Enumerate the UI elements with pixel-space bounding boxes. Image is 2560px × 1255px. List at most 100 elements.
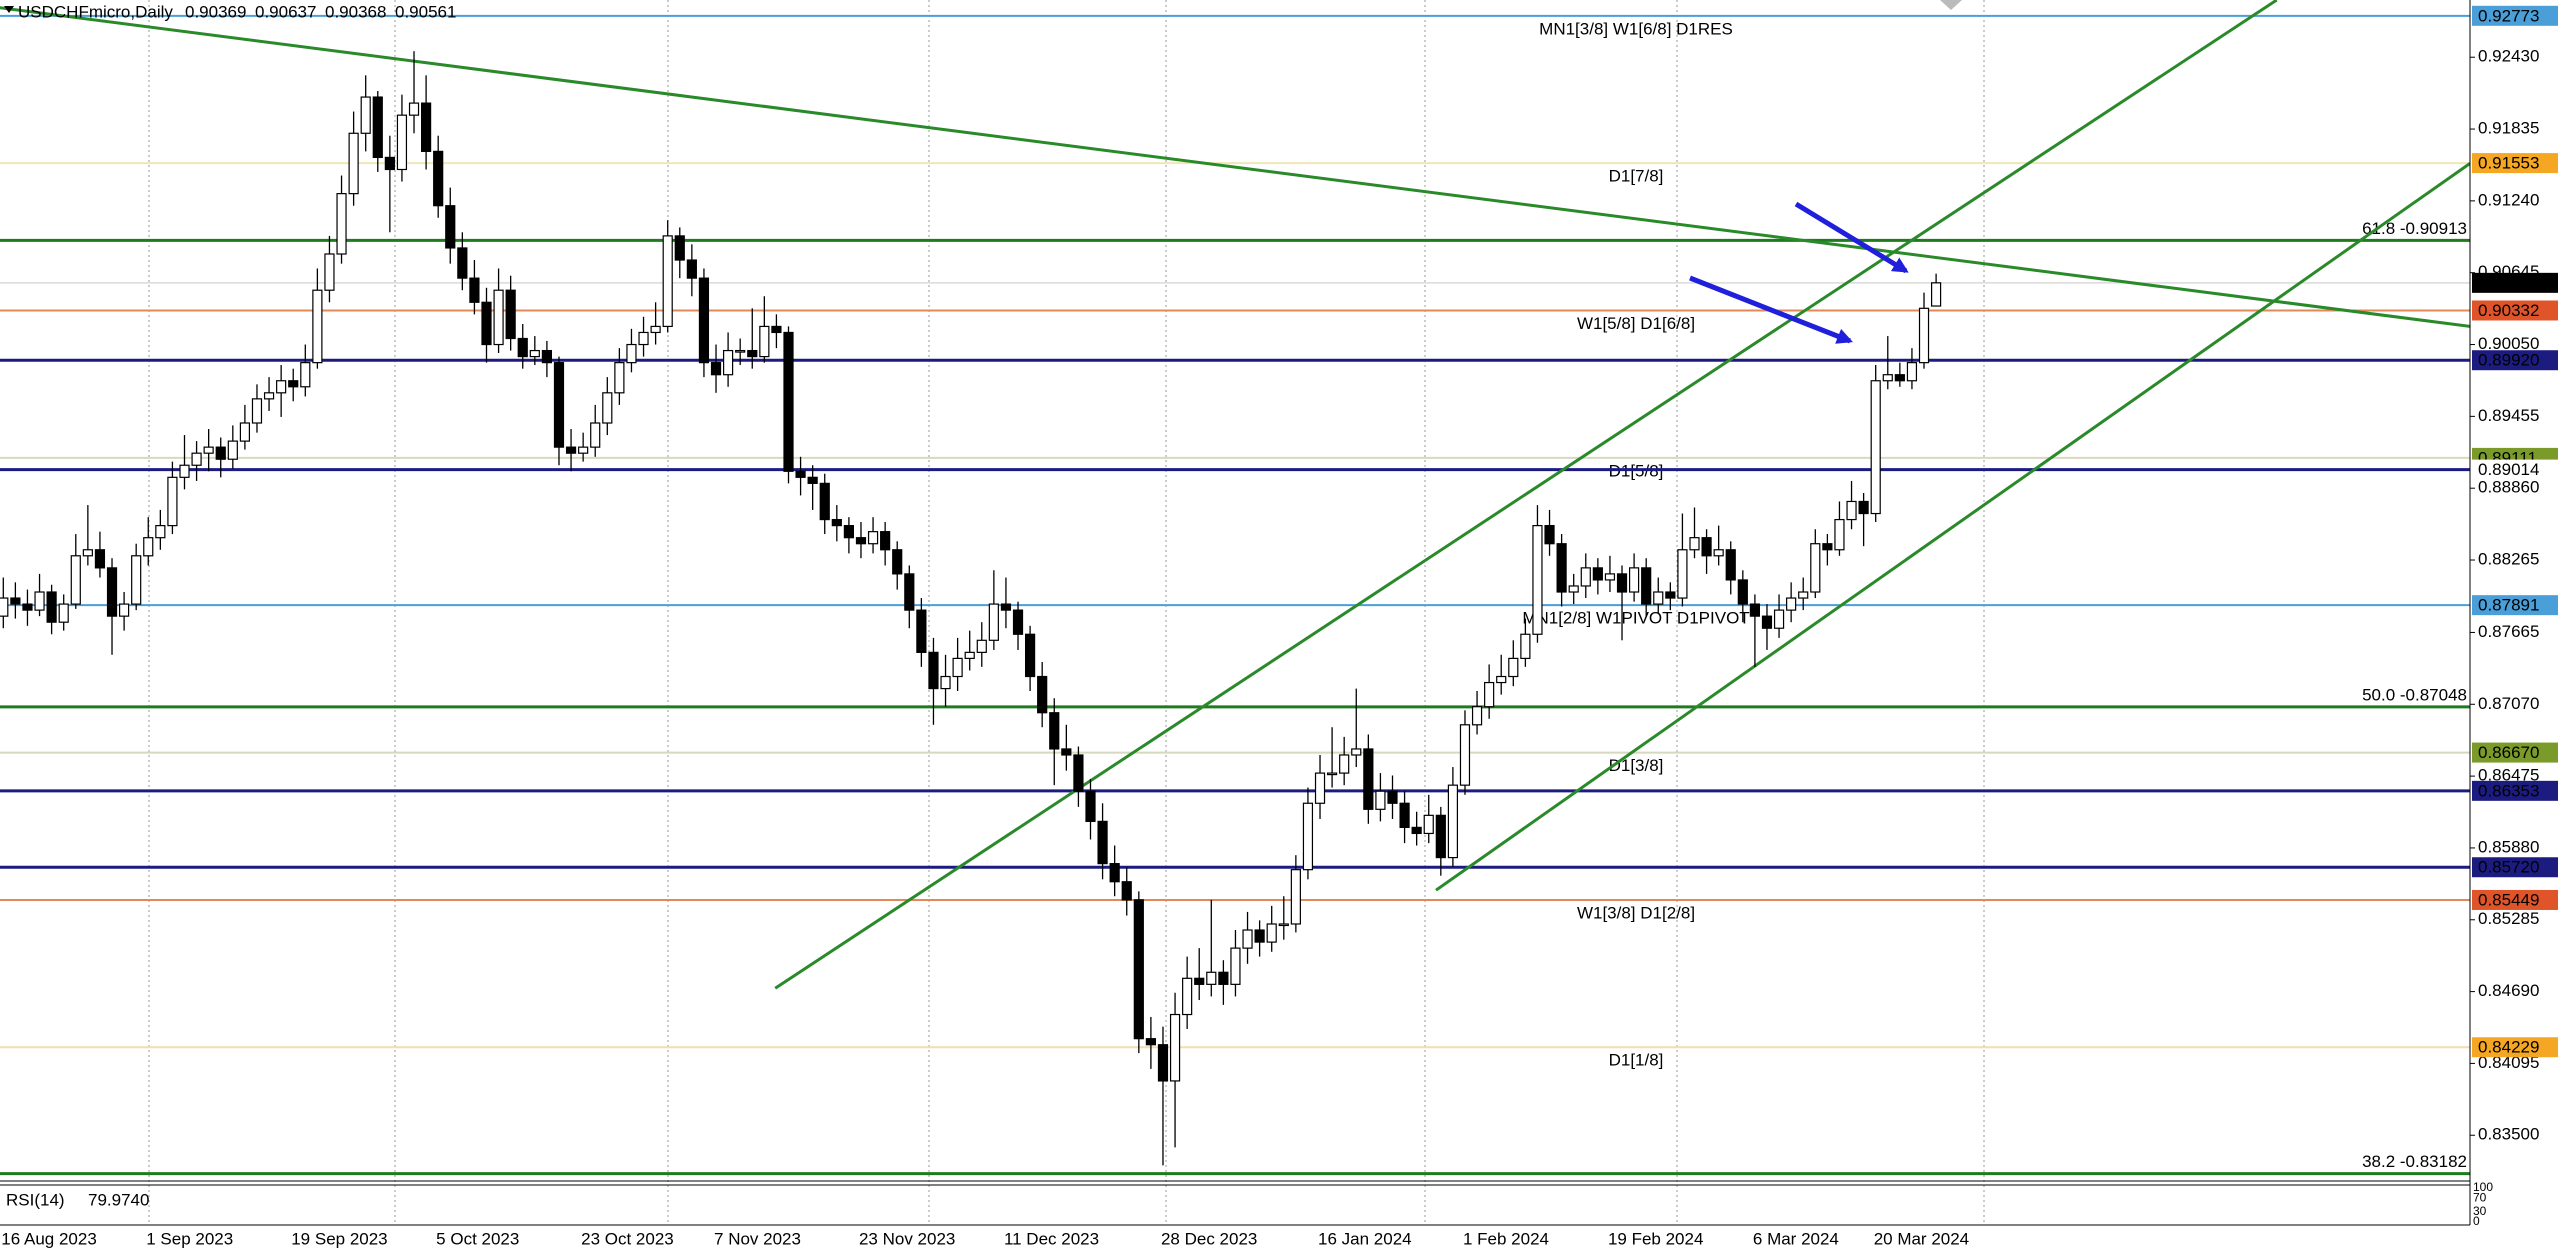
candle-body	[1411, 826, 1422, 835]
rsi-tick-label: 0	[2473, 1214, 2480, 1228]
rsi-tick-label: 100	[2473, 1180, 2493, 1194]
candle-body	[1133, 899, 1144, 1040]
y-tick-label: 0.91835	[2478, 119, 2539, 138]
plot: MN1[3/8] W1[6/8] D1RES D1[7/8] W1[5/8] D1[…	[0, 0, 2470, 1176]
candle-body	[1230, 947, 1241, 985]
fib-text: 50.0 -0.87048	[2362, 685, 2467, 704]
candle-body	[928, 651, 939, 690]
level-tag-text: 0.91553	[2478, 154, 2539, 173]
level-tag: 0.86670	[2472, 742, 2558, 763]
y-tick-label: 0.88265	[2478, 550, 2539, 569]
candle-body	[1580, 567, 1591, 587]
level-tag-bg	[2472, 595, 2558, 616]
close-value: 0.90561	[395, 2, 456, 21]
arrow	[1794, 201, 1909, 274]
y-tick-label: 0.83500	[2478, 1125, 2539, 1144]
candle-body	[1822, 543, 1833, 551]
candle-body	[1206, 971, 1217, 985]
candle-body	[0, 597, 9, 617]
candle-body	[662, 235, 673, 328]
candle-body	[46, 591, 57, 623]
trendline	[1435, 162, 2470, 892]
current-price-tag-bg	[2472, 272, 2558, 293]
candle-body	[288, 380, 299, 388]
level-text: D1[7/8]	[1609, 167, 1664, 186]
y-tick-label: 0.91240	[2478, 190, 2539, 209]
x-tick-label: 5 Oct 2023	[436, 1229, 519, 1248]
candle-body	[1641, 567, 1652, 605]
level-tag: 0.84229	[2472, 1037, 2558, 1058]
candle-body	[747, 349, 758, 358]
x-tick-label: 6 Mar 2024	[1753, 1229, 1839, 1248]
candle-body	[505, 289, 516, 340]
level-tag-text: 0.90332	[2478, 301, 2539, 320]
candle-body	[964, 651, 975, 660]
candle-body	[916, 609, 927, 653]
candle-body	[759, 325, 770, 358]
candle-body	[819, 482, 830, 521]
fib-text: 38.2 -0.83182	[2362, 1152, 2467, 1171]
candle-body	[1520, 633, 1531, 660]
candle-body	[1399, 802, 1410, 829]
candle-body	[384, 156, 395, 171]
candle-body	[1218, 971, 1229, 985]
candle-body	[1834, 518, 1845, 551]
level-tag-bg	[2472, 459, 2558, 480]
level-tag-text: 0.89014	[2478, 460, 2539, 479]
candle-body	[1109, 863, 1120, 883]
candle-body	[614, 362, 625, 394]
level-tag-text: 0.86670	[2478, 743, 2539, 762]
level-tag: 0.92773	[2472, 5, 2558, 26]
fib-text: 61.8 -0.90913	[2362, 219, 2467, 238]
candle-body	[1363, 748, 1374, 810]
candle-body	[1024, 633, 1036, 678]
candle-body	[1882, 374, 1893, 382]
level-tag-text: 0.84229	[2478, 1038, 2539, 1057]
level-tag-bg	[2472, 153, 2558, 174]
candle-body	[529, 349, 540, 358]
level-tag-bg	[2472, 889, 2558, 910]
candle-body	[1061, 748, 1072, 756]
candle-body	[1604, 573, 1616, 581]
candle-body	[1786, 597, 1797, 611]
candle-body	[1194, 977, 1205, 985]
level-tag-text: 0.85449	[2478, 890, 2539, 909]
candle-body	[1242, 929, 1253, 949]
level-tag-bg	[2472, 300, 2558, 321]
candle-body	[698, 277, 710, 364]
candle-body	[1097, 820, 1108, 865]
level-text: D1[3/8]	[1609, 756, 1664, 775]
candle-body	[22, 603, 33, 611]
candle-body	[1157, 1044, 1169, 1082]
y-tick-label: 0.89455	[2478, 406, 2539, 425]
current-price-tag: 0.90561	[2472, 272, 2558, 293]
candle-body	[1459, 724, 1471, 786]
candle-body	[1677, 549, 1688, 599]
candle-body	[1375, 790, 1386, 810]
candle-body	[1592, 567, 1603, 581]
candle-body	[1870, 380, 1881, 515]
candle-body	[263, 392, 275, 400]
candle-body	[300, 362, 311, 388]
x-tick-label: 28 Dec 2023	[1161, 1229, 1257, 1248]
candle-body	[324, 253, 335, 291]
header-icon	[4, 6, 14, 13]
candle-body	[179, 464, 190, 478]
level-text: W1[5/8] D1[6/8]	[1577, 314, 1695, 333]
candle-body	[203, 446, 214, 454]
y-tick-label: 0.84095	[2478, 1053, 2539, 1072]
level-tag-bg	[2472, 742, 2558, 763]
candle-body	[1169, 1013, 1181, 1082]
level-tag-text: 0.92773	[2478, 6, 2539, 25]
candle-body	[445, 205, 456, 249]
candle-body	[1930, 282, 1942, 307]
candle-body	[1544, 525, 1555, 545]
level-tag: 0.89920	[2472, 350, 2558, 371]
level-text: MN1[3/8] W1[6/8] D1RES	[1539, 19, 1733, 38]
candle-body	[686, 259, 697, 279]
candle-body	[1810, 543, 1821, 593]
candle-body	[1496, 675, 1507, 684]
candle-body	[276, 380, 287, 394]
candle-body	[867, 531, 879, 545]
